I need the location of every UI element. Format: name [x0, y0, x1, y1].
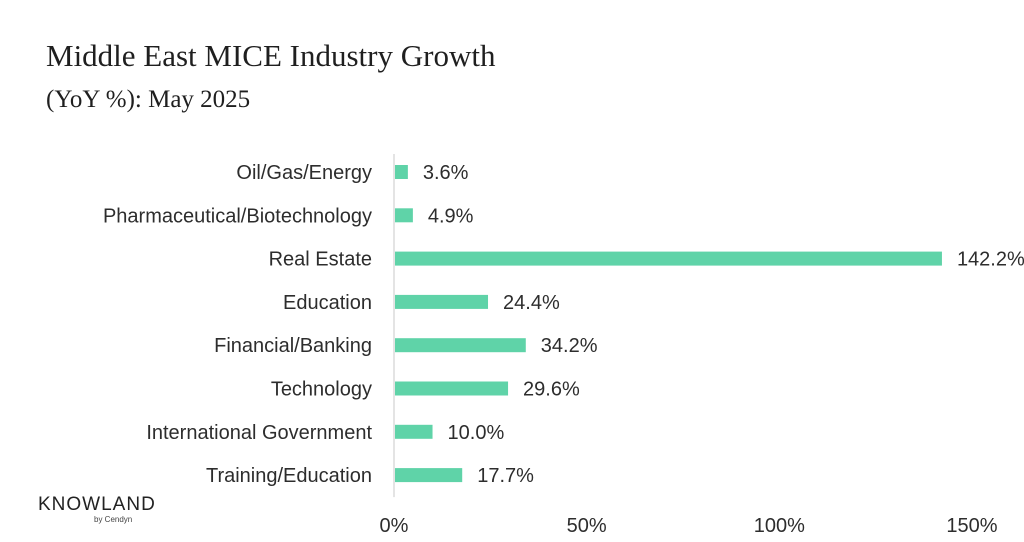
category-label: Real Estate: [269, 249, 372, 271]
bar: [395, 424, 433, 439]
chart-title: Middle East MICE Industry Growth: [46, 38, 496, 73]
value-label: 29.6%: [523, 379, 580, 401]
category-label: Training/Education: [206, 465, 372, 487]
category-label: Education: [283, 292, 372, 314]
bar: [395, 251, 942, 266]
logo-byline: by Cendyn: [94, 515, 133, 524]
value-label: 17.7%: [477, 465, 534, 487]
category-label: Oil/Gas/Energy: [236, 162, 372, 184]
category-label: International Government: [146, 422, 372, 444]
value-label: 4.9%: [428, 205, 474, 227]
bar: [395, 294, 489, 309]
value-label: 3.6%: [423, 162, 469, 184]
bar: [395, 208, 413, 223]
value-label: 142.2%: [957, 249, 1024, 271]
value-label: 10.0%: [448, 422, 505, 444]
x-tick-label: 50%: [567, 515, 607, 537]
category-label: Financial/Banking: [214, 335, 372, 357]
category-label: Technology: [271, 379, 372, 401]
x-tick-label: 0%: [380, 515, 409, 537]
logo-wordmark: KNOWLAND: [38, 494, 156, 515]
category-label: Pharmaceutical/Biotechnology: [103, 205, 372, 227]
x-tick-label: 100%: [754, 515, 805, 537]
value-label: 24.4%: [503, 292, 560, 314]
value-label: 34.2%: [541, 335, 598, 357]
bar: [395, 468, 463, 483]
bar: [395, 338, 526, 353]
x-tick-label: 150%: [946, 515, 997, 537]
chart-subtitle: (YoY %): May 2025: [46, 86, 251, 113]
bar: [395, 165, 408, 179]
knowland-logo: KNOWLAND by Cendyn: [38, 494, 156, 524]
bar: [395, 381, 509, 396]
